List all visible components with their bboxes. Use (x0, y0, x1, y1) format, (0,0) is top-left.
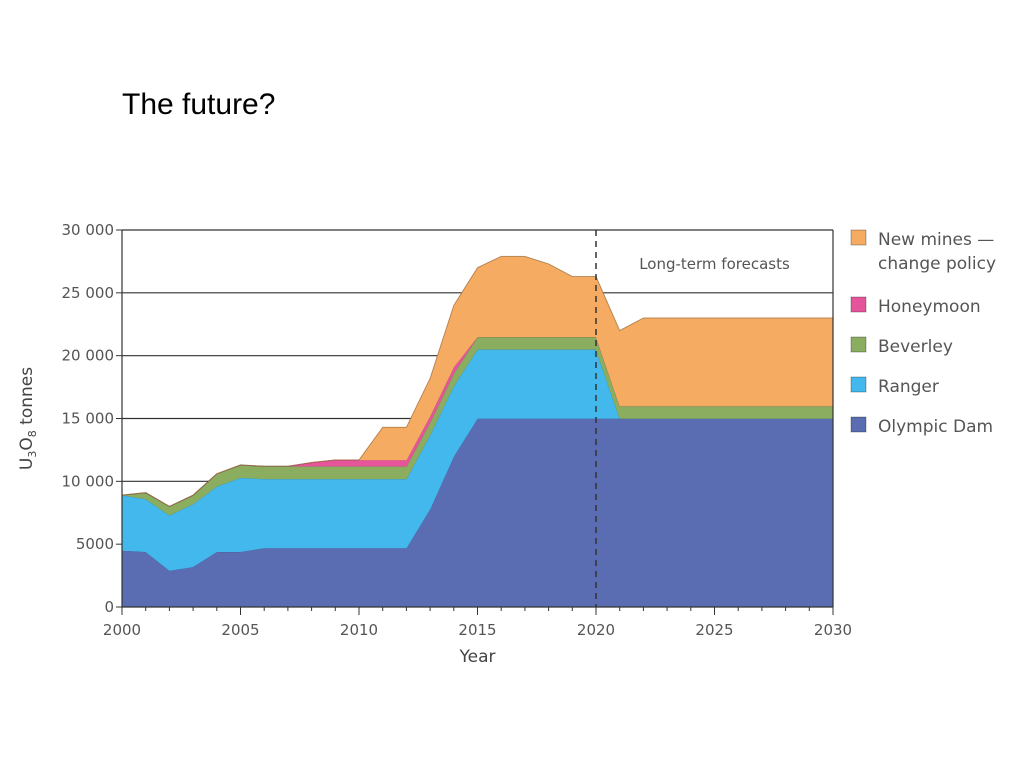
legend-label-honeymoon: Honeymoon (878, 297, 981, 317)
legend-swatch-ranger (850, 376, 867, 393)
legend-swatch-honeymoon (850, 296, 867, 313)
x-tick-label: 2020 (577, 621, 615, 639)
y-axis-title-part: 3 (26, 451, 39, 458)
slide-title: The future? (122, 88, 276, 121)
y-axis-title: U3O8 tonnes (17, 367, 39, 470)
x-tick-label: 2030 (814, 621, 852, 639)
forecast-annotation: Long-term forecasts (639, 255, 790, 273)
legend: New mines — change policy Honeymoon Beverle… (850, 229, 996, 437)
x-tick-label: 2010 (340, 621, 378, 639)
y-axis-title-part: 8 (26, 430, 39, 437)
x-tick-label: 2005 (221, 621, 259, 639)
y-tick-label: 25 000 (62, 284, 115, 302)
y-axis-title-part: O (17, 437, 37, 450)
y-tick-label: 10 000 (62, 472, 115, 490)
y-tick-label: 5000 (76, 535, 114, 553)
legend-swatch-olympic-dam (850, 416, 867, 433)
x-tick-label: 2025 (695, 621, 733, 639)
y-axis-title-part: U (17, 458, 37, 470)
y-axis-title-part: tonnes (17, 367, 37, 430)
legend-label-beverley: Beverley (878, 337, 953, 357)
legend-label-ranger: Ranger (878, 377, 939, 397)
legend-swatch-beverley (850, 336, 867, 353)
legend-swatch-new-mines-change-policy (850, 229, 867, 246)
area-edge-new-mines-change-policy (121, 255, 833, 508)
x-tick-label: 2015 (458, 621, 496, 639)
axes: 2000 2005 2010 2015 2020 2025 2030 0 5000 10 000 1… (17, 221, 852, 667)
y-tick-label: 0 (104, 598, 114, 616)
legend-label-new-mines-change-policy: change policy (878, 254, 996, 274)
chart-overlay: Long-term forecasts (595, 230, 790, 607)
x-axis-title: Year (459, 647, 496, 667)
y-tick-label: 30 000 (62, 221, 115, 239)
legend-label-olympic-dam: Olympic Dam (878, 417, 993, 437)
y-tick-label: 15 000 (62, 410, 115, 428)
stacked-areas (121, 255, 834, 608)
y-tick-label: 20 000 (62, 347, 115, 365)
legend-label-new-mines-change-policy: New mines — (878, 230, 994, 250)
x-tick-label: 2000 (103, 621, 141, 639)
